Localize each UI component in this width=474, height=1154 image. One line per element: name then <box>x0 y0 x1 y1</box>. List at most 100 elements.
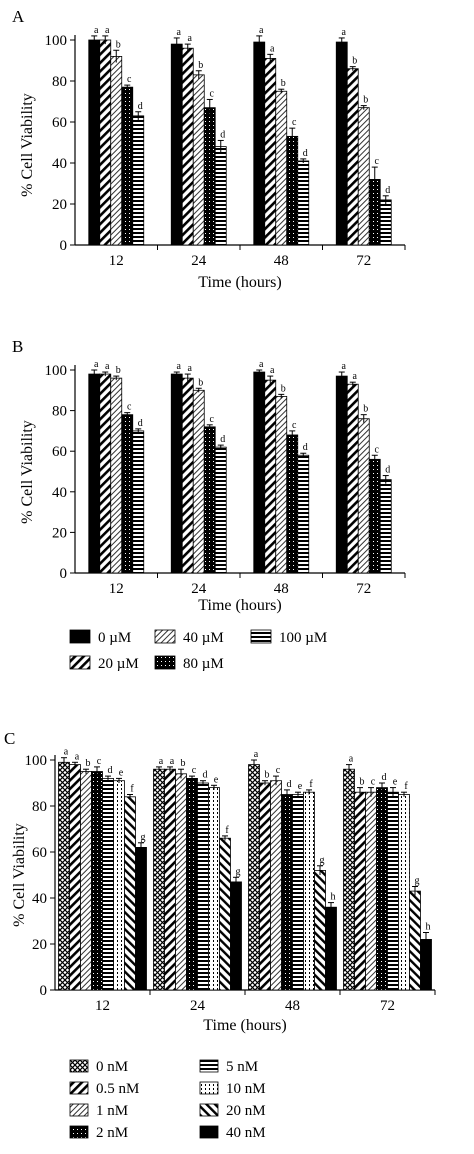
significance-letter: b <box>363 95 368 106</box>
legend-label: 2 nM <box>96 1125 128 1141</box>
bar <box>270 780 282 991</box>
bar <box>214 446 227 574</box>
bar <box>264 58 277 246</box>
bar <box>203 426 216 574</box>
significance-letter: b <box>265 770 270 781</box>
y-tick-label: 0 <box>40 983 48 999</box>
bar <box>354 791 366 991</box>
legend: 0 µM 40 µM 100 µM 20 µM 80 µM <box>69 629 327 672</box>
significance-letter: g <box>236 866 241 877</box>
x-tick-label: 72 <box>380 998 395 1014</box>
bar <box>69 764 81 991</box>
bar <box>124 796 136 991</box>
legend-label: 1 nM <box>96 1103 128 1119</box>
bar <box>343 768 355 991</box>
significance-letter: b <box>281 78 286 89</box>
significance-letter: d <box>385 465 390 476</box>
significance-letter: f <box>404 781 408 792</box>
significance-letter: c <box>210 414 215 425</box>
significance-letter: a <box>349 754 354 765</box>
legend-label: 80 µM <box>183 656 224 672</box>
y-tick-label: 100 <box>25 753 48 769</box>
legend-label: 0 µM <box>98 630 131 646</box>
legend-swatch <box>199 1059 219 1073</box>
y-tick-label: 0 <box>60 566 68 582</box>
bar <box>346 383 359 574</box>
significance-letter: a <box>270 43 275 54</box>
bar <box>102 778 114 991</box>
significance-letter: a <box>188 33 193 44</box>
bar <box>253 371 266 574</box>
significance-letter: a <box>177 27 182 38</box>
legend-label: 0 nM <box>96 1059 128 1075</box>
bar <box>121 86 134 246</box>
bar <box>281 794 293 991</box>
bar <box>286 135 299 246</box>
bar <box>357 418 370 574</box>
significance-letter: d <box>138 418 143 429</box>
legend-swatch <box>69 1103 89 1117</box>
bar <box>409 890 421 991</box>
significance-letter: h <box>331 892 336 903</box>
bar <box>192 74 205 246</box>
legend-swatch <box>69 655 91 670</box>
legend-label: 5 nM <box>226 1059 258 1075</box>
legend-label: 10 nM <box>226 1081 266 1097</box>
x-tick-label: 24 <box>191 581 207 597</box>
y-tick-label: 60 <box>52 444 67 460</box>
bar <box>88 39 101 246</box>
legend-label: 40 nM <box>226 1125 266 1141</box>
significance-letter: a <box>94 25 99 36</box>
bar <box>420 939 432 991</box>
significance-letter: c <box>292 420 297 431</box>
legend-label: 20 µM <box>98 656 139 672</box>
chart-panel-b: B 0 20 40 60 80 100 % Cell Viability Time (hours… <box>12 337 406 672</box>
significance-letter: a <box>259 359 264 370</box>
x-tick-label: 24 <box>190 998 206 1014</box>
significance-letter: e <box>119 767 124 778</box>
chart-panel-c: C 0 20 40 60 80 100 % Cell Viability Time (hours… <box>4 729 436 1141</box>
y-tick-label: 100 <box>45 33 68 49</box>
bar <box>208 787 220 991</box>
x-axis-label: Time (hours) <box>198 597 281 614</box>
bar <box>379 479 392 574</box>
bar <box>335 375 348 574</box>
bar <box>387 791 399 991</box>
bar <box>253 41 266 246</box>
bar <box>297 160 310 246</box>
significance-letter: b <box>198 377 203 388</box>
bar <box>113 780 125 991</box>
significance-letter: g <box>415 876 420 887</box>
bar <box>214 146 227 246</box>
bar <box>275 395 288 574</box>
x-tick-label: 48 <box>274 581 289 597</box>
legend-label: 100 µM <box>279 630 327 646</box>
bar <box>164 768 176 991</box>
significance-letter: a <box>105 25 110 36</box>
y-tick-label: 0 <box>60 238 68 254</box>
significance-letter: d <box>303 442 308 453</box>
significance-letter: b <box>281 383 286 394</box>
significance-letter: a <box>170 756 175 767</box>
significance-letter: e <box>393 777 398 788</box>
bar <box>132 430 145 574</box>
significance-letter: a <box>259 25 264 36</box>
x-axis-label: Time (hours) <box>198 274 281 291</box>
significance-letter: d <box>385 185 390 196</box>
legend-swatch <box>69 629 91 644</box>
bar <box>197 782 209 991</box>
legend-swatch <box>199 1103 219 1117</box>
significance-letter: a <box>342 361 347 372</box>
bar <box>275 90 288 246</box>
bar <box>264 379 277 574</box>
significance-letter: b <box>363 404 368 415</box>
significance-letter: c <box>97 756 102 767</box>
y-tick-label: 100 <box>45 363 68 379</box>
bar <box>170 373 183 574</box>
y-tick-label: 80 <box>32 799 47 815</box>
legend-label: 40 µM <box>183 630 224 646</box>
bar <box>121 414 134 574</box>
bar <box>365 791 377 991</box>
bar <box>110 56 123 246</box>
legend-swatch <box>199 1081 219 1095</box>
